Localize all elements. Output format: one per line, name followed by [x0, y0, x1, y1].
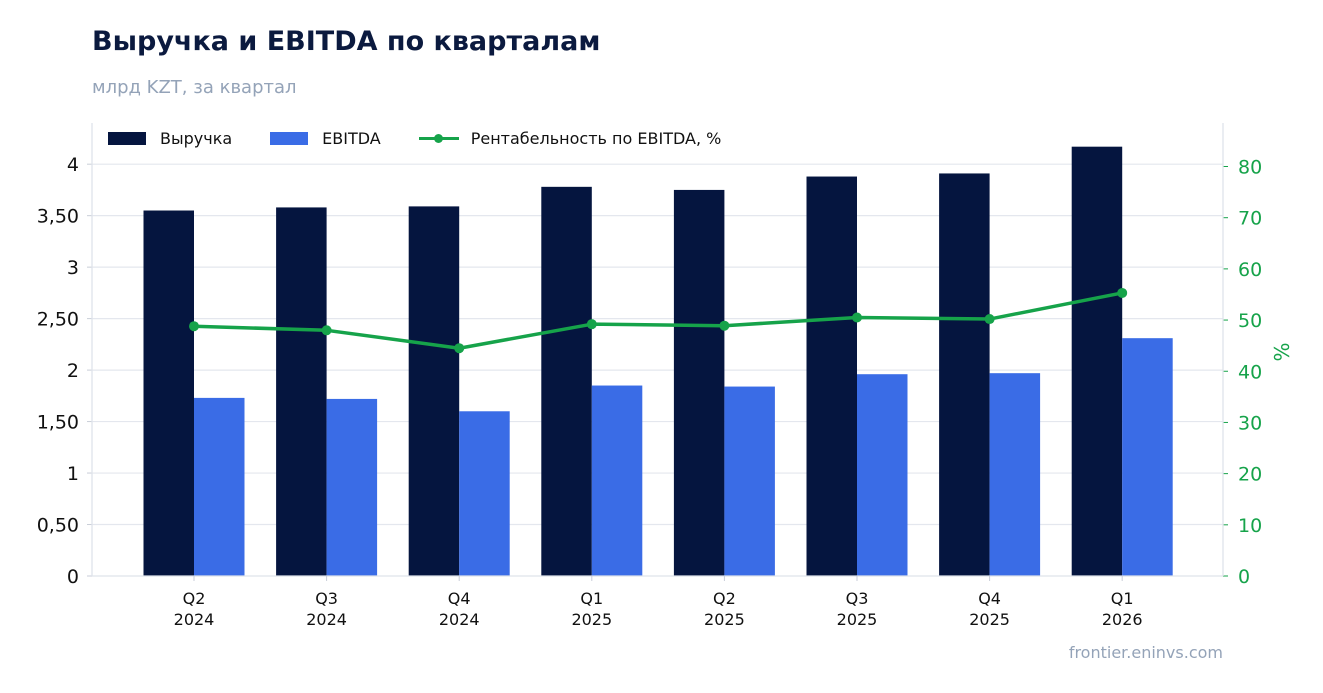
x-tick-label-year: 2026: [1102, 610, 1143, 629]
x-tick-label-quarter: Q1: [1111, 589, 1134, 608]
legend-item-margin: Рентабельность по EBITDA, %: [418, 129, 722, 148]
x-tick-label-year: 2025: [837, 610, 878, 629]
right-tick-label: 40: [1238, 361, 1262, 383]
legend-item-revenue: Выручка: [108, 129, 232, 148]
right-axis-label: %: [1270, 342, 1294, 361]
x-tick-label-quarter: Q4: [448, 589, 471, 608]
revenue-bar: [276, 207, 327, 576]
legend-swatch-ebitda: [270, 132, 309, 145]
margin-point: [321, 325, 332, 336]
ebitda-bar: [326, 398, 378, 576]
margin-line: [189, 287, 1128, 354]
legend-label-ebitda: EBITDA: [322, 129, 381, 148]
margin-point: [852, 312, 862, 323]
revenue-bar: [1071, 146, 1123, 576]
x-tick-label-year: 2025: [704, 610, 745, 629]
legend-item-ebitda: EBITDA: [270, 129, 381, 148]
x-tick-label-quarter: Q3: [315, 589, 338, 608]
revenue-bar: [143, 210, 194, 577]
revenue-bar: [408, 206, 460, 576]
ebitda-bar: [724, 386, 775, 576]
ebitda-bar: [1122, 338, 1173, 576]
tick-labels: 00,5011,5022,5033,50401020304050607080%Q…: [37, 154, 1294, 629]
left-tick-label: 3: [67, 257, 79, 279]
ebitda-bar: [857, 374, 908, 576]
right-tick-label: 30: [1238, 412, 1262, 434]
x-tick-label-year: 2025: [571, 610, 612, 629]
chart-subtitle: млрд KZT, за квартал: [92, 77, 297, 98]
x-tick-label-year: 2024: [306, 610, 347, 629]
margin-point: [454, 343, 465, 354]
legend-swatch-margin: [418, 132, 459, 145]
left-tick-label: 2: [67, 360, 79, 382]
x-tick-label-quarter: Q4: [978, 589, 1001, 608]
ebitda-bar: [459, 411, 510, 576]
x-tick-label-year: 2024: [439, 610, 480, 629]
right-tick-label: 60: [1238, 259, 1262, 281]
x-tick-label-year: 2025: [969, 610, 1010, 629]
source-credit: frontier.eninvs.com: [1068, 643, 1223, 662]
right-tick-label: 0: [1238, 566, 1250, 588]
bars: [143, 146, 1173, 577]
left-tick-label: 4: [67, 154, 79, 176]
margin-point: [719, 320, 730, 331]
revenue-bar: [939, 173, 990, 576]
right-tick-label: 20: [1238, 464, 1262, 486]
x-tick-label-year: 2024: [174, 610, 215, 629]
right-tick-label: 80: [1238, 157, 1262, 179]
left-tick-label: 1: [67, 463, 79, 485]
revenue-bar: [541, 186, 592, 576]
margin-point: [984, 314, 995, 325]
x-tick-label-quarter: Q2: [183, 589, 206, 608]
left-tick-label: 1,50: [37, 412, 79, 434]
legend-label-revenue: Выручка: [160, 129, 233, 148]
right-tick-label: 10: [1238, 515, 1262, 537]
ebitda-bar: [194, 397, 245, 576]
grid-lines: [92, 163, 1223, 526]
axes: [87, 123, 1228, 581]
left-tick-label: 2,50: [37, 309, 79, 331]
margin-point: [1117, 287, 1128, 298]
margin-point: [586, 319, 597, 330]
revenue-bar: [673, 189, 725, 576]
revenue-bar: [806, 176, 857, 576]
margin-point: [189, 321, 199, 332]
x-tick-label-quarter: Q1: [580, 589, 603, 608]
x-tick-label-quarter: Q2: [713, 589, 736, 608]
ebitda-bar: [989, 373, 1041, 576]
margin-series-line: [192, 291, 1124, 350]
left-tick-label: 0: [67, 566, 79, 588]
right-tick-label: 50: [1238, 310, 1262, 332]
left-tick-label: 3,50: [37, 206, 79, 228]
chart-title: Выручка и EBITDA по кварталам: [92, 26, 601, 57]
x-tick-label-quarter: Q3: [846, 589, 869, 608]
legend-swatch-revenue: [108, 132, 146, 145]
legend: Выручка EBITDA Рентабельность по EBITDA,…: [108, 129, 759, 148]
legend-label-margin: Рентабельность по EBITDA, %: [470, 129, 722, 148]
right-tick-label: 70: [1238, 208, 1262, 230]
ebitda-bar: [591, 385, 643, 576]
left-tick-label: 0,50: [37, 515, 79, 537]
